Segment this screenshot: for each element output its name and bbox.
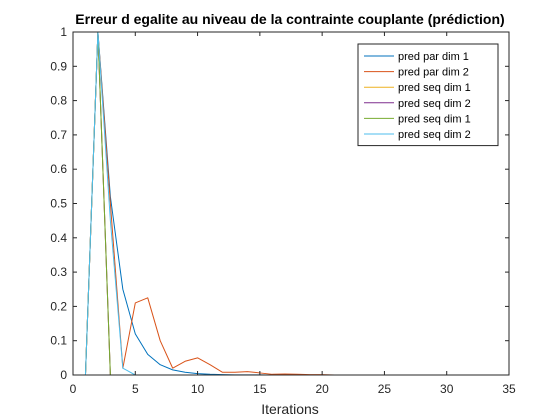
legend-entry-label: pred par dim 2 <box>398 67 469 79</box>
legend: pred par dim 1 pred par dim 2 pred seq dim… <box>357 43 499 147</box>
y-tick-label: 0 <box>60 368 67 382</box>
legend-entry-label: pred seq dim 2 <box>398 129 471 141</box>
y-tick-label: 1 <box>60 25 67 39</box>
legend-entry-label: pred par dim 1 <box>398 51 469 63</box>
y-tick-label: 0.3 <box>50 265 67 279</box>
x-axis-label: Iterations <box>261 401 319 417</box>
y-tick-label: 0.7 <box>50 128 67 142</box>
y-tick-label: 0.2 <box>50 299 67 313</box>
x-tick-label: 0 <box>70 382 77 396</box>
y-tick-label: 0.9 <box>50 59 67 73</box>
x-tick-label: 15 <box>253 382 267 396</box>
legend-entry-label: pred seq dim 2 <box>398 98 471 110</box>
axes-layer: 0 5 10 15 20 25 30 35 0 0.1 0.2 0.3 0.4 0.5 0.6 0.7 0.8 0… <box>50 25 516 396</box>
x-tick-label: 20 <box>315 382 329 396</box>
legend-entry-label: pred seq dim 1 <box>398 113 471 125</box>
y-tick-label: 0.4 <box>50 231 67 245</box>
x-tick-label: 35 <box>502 382 516 396</box>
y-tick-label: 0.6 <box>50 162 67 176</box>
x-tick-label: 30 <box>440 382 454 396</box>
legend-box <box>357 43 499 147</box>
y-tick-label: 0.5 <box>50 197 67 211</box>
x-tick-label: 10 <box>191 382 205 396</box>
x-tick-label: 25 <box>378 382 392 396</box>
y-tick-label: 0.8 <box>50 94 67 108</box>
x-tick-label: 5 <box>132 382 139 396</box>
series-line-6 <box>84 31 136 376</box>
y-tick-label: 0.1 <box>50 334 67 348</box>
legend-entry-label: pred seq dim 1 <box>398 82 471 94</box>
chart-title: Erreur d egalite au niveau de la contrai… <box>75 11 504 27</box>
